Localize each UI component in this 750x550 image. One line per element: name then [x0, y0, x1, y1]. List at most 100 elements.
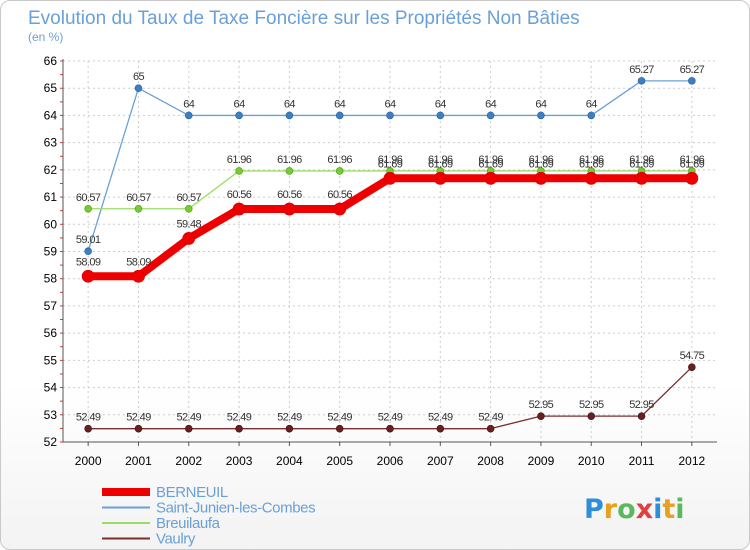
legend-label-berneuil: BERNEUIL [156, 484, 228, 501]
data-point-saint-junien-les-combes [134, 84, 143, 93]
data-label-breuilaufa: 61.96 [629, 154, 654, 166]
data-point-berneuil [383, 171, 397, 185]
data-label-breuilaufa: 60.57 [177, 192, 202, 204]
data-label-vaulry: 54.75 [680, 350, 705, 362]
data-point-berneuil [132, 269, 145, 283]
data-point-berneuil [433, 171, 447, 185]
y-tick-label: 62 [44, 163, 58, 177]
data-label-berneuil: 60.56 [277, 189, 302, 201]
data-point-breuilaufa [184, 204, 193, 213]
logo-letter: o [617, 494, 636, 525]
data-point-breuilaufa [134, 204, 143, 213]
data-label-berneuil: 58.09 [76, 256, 101, 268]
data-label-breuilaufa: 61.96 [277, 154, 302, 166]
axes: 52 53 54 55 56 57 58 59 60 61 62 63 64 65 66 2000 2001 20… [44, 54, 717, 468]
data-label-berneuil: 61.69 [378, 158, 403, 170]
data-point-saint-junien-les-combes [637, 77, 646, 85]
x-tick-label: 2010 [578, 454, 605, 468]
data-point-berneuil [182, 232, 196, 245]
data-point-vaulry [84, 424, 92, 433]
y-tick-label: 54 [44, 381, 58, 395]
data-point-saint-junien-les-combes [84, 247, 92, 256]
data-point-berneuil [534, 171, 548, 185]
x-tick-label: 2005 [326, 454, 353, 468]
data-label-breuilaufa: 61.96 [327, 154, 352, 166]
chart-unit-label: (en %) [28, 30, 63, 44]
proxiti-logo: Proxiti [584, 494, 685, 525]
data-label-vaulry: 52.95 [629, 399, 654, 411]
data-point-saint-junien-les-combes [386, 111, 394, 120]
data-label-saint-junien-les-combes: 65 [133, 71, 145, 83]
data-point-vaulry [688, 363, 696, 371]
data-label-breuilaufa: 61.96 [428, 154, 453, 166]
data-label-saint-junien-les-combes: 59.01 [76, 234, 101, 246]
x-tick-label: 2000 [75, 454, 102, 468]
x-tick-label: 2002 [175, 454, 202, 468]
data-label-saint-junien-les-combes: 64 [234, 98, 246, 110]
data-label-berneuil: 61.69 [529, 158, 554, 170]
data-point-vaulry [637, 412, 646, 420]
data-label-berneuil: 61.69 [579, 158, 604, 170]
data-point-vaulry [486, 424, 495, 433]
data-label-berneuil: 60.56 [227, 189, 252, 201]
data-point-saint-junien-les-combes [235, 111, 243, 120]
y-tick-label: 55 [44, 353, 58, 367]
data-label-breuilaufa: 60.57 [76, 192, 101, 204]
y-tick-label: 52 [44, 435, 58, 449]
data-label-vaulry: 52.49 [76, 412, 101, 424]
data-label-saint-junien-les-combes: 64 [183, 98, 195, 110]
data-point-berneuil [635, 171, 648, 185]
data-label-vaulry: 52.49 [428, 412, 453, 424]
y-tick-label: 56 [44, 326, 58, 340]
data-point-saint-junien-les-combes [486, 111, 495, 120]
legend-label-saint-junien-les-combes: Saint-Junien-les-Combes [156, 500, 315, 517]
data-point-saint-junien-les-combes [587, 111, 596, 120]
x-tick-label: 2003 [226, 454, 253, 468]
data-label-saint-junien-les-combes: 65.27 [629, 64, 654, 76]
data-label-saint-junien-les-combes: 64 [284, 98, 296, 110]
data-label-vaulry: 52.49 [277, 412, 302, 424]
data-label-vaulry: 52.49 [327, 412, 352, 424]
data-label-vaulry: 52.49 [478, 412, 503, 424]
data-point-saint-junien-les-combes [436, 111, 445, 120]
data-point-vaulry [386, 424, 394, 433]
data-label-berneuil: 58.09 [126, 256, 151, 268]
data-point-breuilaufa [84, 204, 92, 213]
y-tick-label: 66 [44, 54, 58, 68]
data-label-breuilaufa: 61.96 [529, 154, 554, 166]
data-label-vaulry: 52.49 [177, 412, 202, 424]
data-label-berneuil: 61.69 [680, 158, 705, 170]
data-point-berneuil [685, 171, 699, 185]
data-label-berneuil: 60.56 [327, 189, 352, 201]
x-tick-label: 2007 [427, 454, 454, 468]
series-group [81, 77, 699, 433]
data-label-saint-junien-les-combes: 64 [334, 98, 346, 110]
data-point-berneuil [333, 202, 347, 216]
data-point-vaulry [587, 412, 596, 420]
x-tick-label: 2001 [125, 454, 152, 468]
y-tick-label: 59 [44, 245, 58, 259]
data-label-breuilaufa: 61.96 [680, 154, 705, 166]
logo-letter: i [675, 494, 684, 525]
logo-text: Proxiti [584, 494, 685, 525]
x-tick-label: 2011 [629, 454, 655, 468]
data-label-vaulry: 52.49 [126, 412, 151, 424]
data-label-saint-junien-les-combes: 65.27 [680, 64, 705, 76]
x-tick-label: 2009 [528, 454, 555, 468]
data-point-breuilaufa [285, 167, 294, 175]
logo-letter: i [653, 494, 662, 525]
data-label-breuilaufa: 61.96 [378, 154, 403, 166]
y-tick-label: 64 [44, 108, 58, 122]
y-tick-label: 60 [44, 217, 58, 231]
logo-letter: x [636, 494, 653, 525]
y-tick-label: 65 [44, 81, 58, 95]
data-label-saint-junien-les-combes: 64 [535, 98, 547, 110]
data-point-vaulry [537, 412, 545, 420]
y-tick-label: 63 [44, 136, 58, 150]
data-labels: 52.49 52.49 52.49 52.49 52.49 52.49 52.49 52.49… [76, 64, 705, 424]
data-point-vaulry [335, 424, 344, 433]
data-point-saint-junien-les-combes [688, 77, 696, 85]
y-tick-label: 61 [44, 190, 58, 204]
legend-label-vaulry: Vaulry [156, 531, 196, 548]
data-point-vaulry [184, 424, 193, 433]
